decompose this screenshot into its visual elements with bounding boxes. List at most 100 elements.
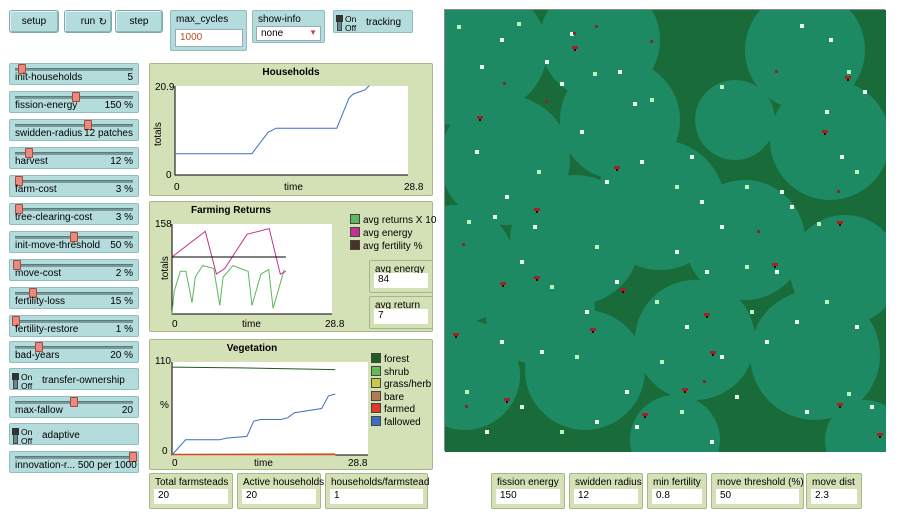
household-marker [703,380,706,383]
fallow-patch [735,395,739,399]
slider-track[interactable] [15,346,133,349]
slider-innovation-r-500-per-1000[interactable]: innovation-r... 500 per 1000 [9,451,139,473]
slider-label: init-move-threshold [15,240,101,251]
slider-track[interactable] [15,208,133,211]
farmstead-icon [536,279,538,281]
slider-init-households[interactable]: init-households 5 [9,63,139,85]
slider-max-fallow[interactable]: max-fallow 20 [9,396,139,418]
slider-value: 15 % [110,296,133,307]
slider-knob[interactable] [12,316,21,326]
max-cycles-label: max_cycles [176,14,229,25]
slider-knob[interactable] [14,204,23,214]
slider-init-move-threshold[interactable]: init-move-threshold 50 % [9,231,139,253]
slider-track[interactable] [15,292,133,295]
slider-value: 3 % [115,184,133,195]
toggle-off-label: Off [21,381,33,391]
legend-swatch [371,365,381,376]
monitor-label: min fertility [653,477,701,488]
farmstead-icon [534,276,540,279]
household-marker [775,70,778,73]
run-button[interactable]: run ↻ [64,10,112,33]
show-info-select[interactable]: none ▼ [256,26,321,41]
fallow-patch [465,390,469,394]
slider-knob[interactable] [18,64,27,74]
fallow-patch [720,355,724,359]
toggle-off-label: Off [345,23,357,33]
legend-swatch [371,378,381,388]
slider-track[interactable] [15,180,133,183]
monitor-move-threshold: move threshold (%) 50 [711,473,804,509]
fallow-patch [650,98,654,102]
transfer-ownership-switch[interactable]: On Off transfer-ownership [9,368,139,391]
fallow-patch [605,180,609,184]
fallow-patch [710,440,714,444]
household-marker [595,25,598,28]
slider-knob[interactable] [72,92,81,102]
slider-farm-cost[interactable]: farm-cost 3 % [9,175,139,197]
farmstead-icon [500,282,506,285]
households-plot-title: Households [262,67,320,78]
fallow-patch [537,170,541,174]
world-view[interactable] [395,0,900,485]
slider-knob[interactable] [25,148,34,158]
max-cycles-input[interactable]: 1000 [175,29,243,47]
avg-return-monitor: avg return 7 [369,296,433,329]
monitor-fission-energy: fission energy 150 [491,473,565,509]
farmstead-icon [879,436,881,438]
transfer-ownership-toggle[interactable]: On Off [12,372,37,391]
slider-track[interactable] [15,320,133,323]
step-button[interactable]: step [115,10,163,33]
farming-plot-area [172,224,332,314]
vegetation-legend-item: bare [371,390,405,403]
legend-swatch [371,403,381,413]
slider-knob[interactable] [14,176,23,186]
slider-value: 20 % [110,350,133,361]
slider-knob[interactable] [34,342,43,352]
tracking-toggle[interactable]: On Off [336,14,361,33]
slider-track[interactable] [15,456,133,459]
monitor-value: 1 [330,489,423,504]
slider-harvest[interactable]: harvest 12 % [9,147,139,169]
adaptive-toggle[interactable]: On Off [12,427,37,446]
legend-label: avg fertility % [363,241,423,252]
fallow-patch [790,205,794,209]
slider-track[interactable] [15,264,133,267]
fallow-patch [675,185,679,189]
tracking-switch[interactable]: On Off tracking [333,10,413,33]
slider-swidden-radius[interactable]: swidden-radius 12 patches [9,119,139,141]
legend-label: bare [384,391,405,403]
slider-track[interactable] [15,68,133,71]
adaptive-switch[interactable]: On Off adaptive [9,423,139,446]
monitor-label: Total farmsteads [155,477,229,488]
slider-track[interactable] [15,124,133,127]
vegetation-plot: Vegetation 110 0 % 0 time 28.8 forest shr… [149,339,433,470]
slider-fertility-restore[interactable]: fertility-restore 1 % [9,315,139,337]
slider-knob[interactable] [84,120,93,130]
farmstead-icon [502,285,504,287]
slider-bad-years[interactable]: bad-years 20 % [9,341,139,363]
household-marker [837,190,840,193]
slider-fertility-loss[interactable]: fertility-loss 15 % [9,287,139,309]
farming-returns-title: Farming Returns [190,205,271,216]
monitor-value: 12 [574,489,638,504]
slider-fission-energy[interactable]: fission-energy 150 % [9,91,139,113]
slider-move-cost[interactable]: move-cost 2 % [9,259,139,281]
fallow-patch [817,222,821,226]
slider-knob[interactable] [13,260,22,270]
slider-knob[interactable] [70,397,78,407]
fallow-patch [618,70,622,74]
slider-knob[interactable] [70,232,78,242]
toggle-knob [336,15,343,22]
show-info-chooser[interactable]: show-info none ▼ [252,10,325,43]
setup-button[interactable]: setup [9,10,59,33]
farming-series-avg-returns-x-10 [171,265,285,315]
slider-track[interactable] [15,152,133,155]
slider-label: fission-energy [15,100,78,111]
slider-tree-clearing-cost[interactable]: tree-clearing-cost 3 % [9,203,139,225]
farmstead-icon [455,336,457,338]
legend-label: forest [384,354,410,365]
slider-knob[interactable] [129,452,137,462]
households-xmax: 28.8 [404,182,424,193]
slider-label: harvest [15,156,48,167]
slider-knob[interactable] [28,288,37,298]
